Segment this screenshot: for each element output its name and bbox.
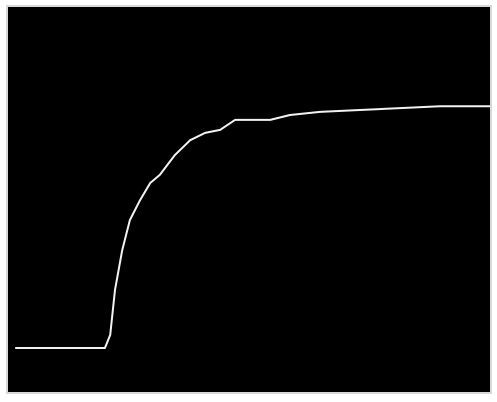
page: {"chart_data": {"type": "line", "x": [1.… [0, 0, 497, 402]
chart [0, 0, 497, 402]
scope-screen [7, 6, 491, 393]
